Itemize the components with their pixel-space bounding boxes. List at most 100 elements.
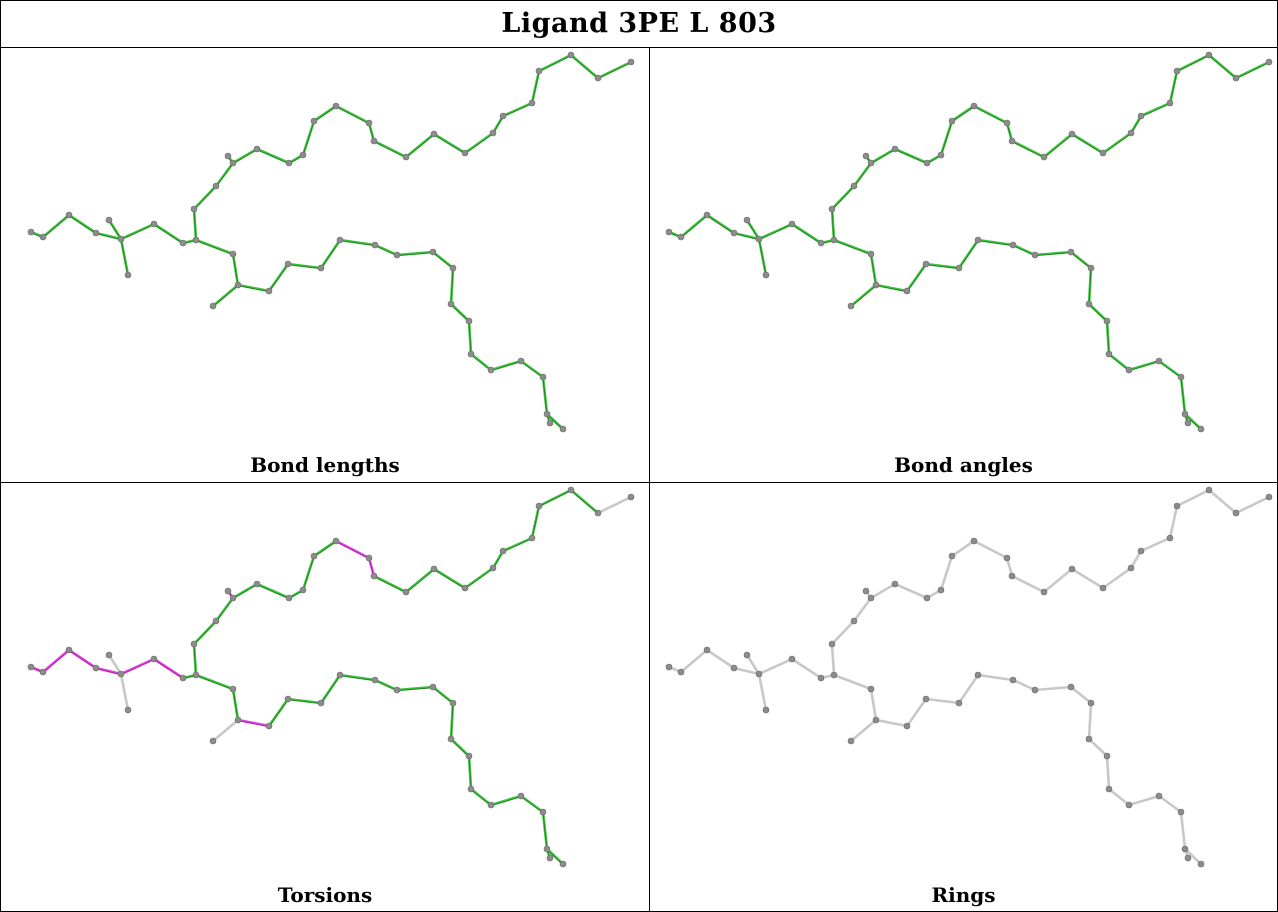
bond-shade bbox=[1180, 377, 1186, 415]
atom-node bbox=[332, 537, 340, 545]
atom-node bbox=[594, 74, 602, 82]
bond-shade bbox=[1176, 55, 1210, 72]
atom-node bbox=[517, 792, 525, 800]
molecule-diagram-rings bbox=[665, 486, 1273, 868]
bond-line bbox=[231, 147, 259, 165]
bond-line bbox=[373, 678, 399, 692]
bond-line bbox=[1070, 132, 1105, 155]
atom-node bbox=[65, 646, 73, 654]
atom-node bbox=[370, 572, 378, 580]
bond-shade bbox=[433, 569, 466, 589]
bond-shade bbox=[831, 209, 835, 241]
bond-shade bbox=[232, 149, 258, 164]
atom-node bbox=[546, 419, 554, 427]
atom-node bbox=[1155, 792, 1163, 800]
bond-shade bbox=[374, 680, 398, 691]
bond-shade bbox=[42, 215, 70, 238]
atom-node bbox=[850, 182, 858, 190]
atom-node bbox=[365, 119, 373, 127]
bond-shade bbox=[973, 106, 1008, 124]
bond-line bbox=[1179, 810, 1187, 851]
bond-line bbox=[469, 352, 493, 372]
bond-shade bbox=[120, 224, 155, 240]
atom-node bbox=[665, 663, 673, 671]
atom-node bbox=[788, 655, 796, 663]
bond-shade bbox=[256, 149, 290, 164]
atom-node bbox=[948, 117, 956, 125]
atom-node bbox=[1232, 74, 1240, 82]
atom-node bbox=[730, 229, 738, 237]
atom-node bbox=[192, 671, 200, 679]
bond-shade bbox=[374, 245, 398, 256]
bond-line bbox=[1127, 359, 1161, 372]
bond-shade bbox=[1011, 141, 1045, 158]
bond-line bbox=[1168, 504, 1179, 540]
atom-node bbox=[402, 153, 410, 161]
bond-line bbox=[449, 302, 471, 323]
bond-shade bbox=[1012, 245, 1036, 256]
atom-node bbox=[39, 233, 47, 241]
atom-node bbox=[546, 854, 554, 862]
bond-shade bbox=[1128, 361, 1160, 371]
bond-line bbox=[950, 539, 976, 558]
bond-line bbox=[790, 222, 823, 245]
bond-line bbox=[1070, 567, 1105, 590]
bond-shade bbox=[958, 240, 979, 269]
atom-node bbox=[730, 664, 738, 672]
bond-line bbox=[1101, 566, 1133, 590]
bond-line bbox=[924, 262, 961, 270]
bond-shade bbox=[193, 186, 217, 210]
bond-shade bbox=[520, 361, 544, 378]
atom-node bbox=[461, 584, 469, 592]
bond-line bbox=[231, 582, 259, 600]
bond-line bbox=[41, 213, 71, 239]
atom-node bbox=[1232, 509, 1240, 517]
bond-line bbox=[830, 619, 856, 646]
atom-node bbox=[1009, 676, 1017, 684]
bond-shade bbox=[339, 240, 376, 246]
bond-line bbox=[214, 161, 235, 188]
atom-node bbox=[499, 112, 507, 120]
atom-node bbox=[150, 220, 158, 228]
bond-shade bbox=[339, 675, 376, 681]
bond-shade bbox=[502, 103, 533, 117]
bond-line bbox=[849, 283, 878, 308]
atom-node bbox=[1003, 119, 1011, 127]
bond-shade bbox=[468, 756, 472, 790]
atom-node bbox=[229, 685, 237, 693]
bond-line bbox=[1011, 243, 1037, 257]
atom-node bbox=[1105, 350, 1113, 358]
bond-line bbox=[1105, 754, 1111, 791]
bond-shade bbox=[193, 644, 197, 676]
bond-shade bbox=[232, 689, 239, 721]
bond-shade bbox=[870, 254, 877, 286]
atom-node bbox=[299, 151, 307, 159]
bond-shade bbox=[470, 354, 492, 371]
bond-shade bbox=[396, 252, 434, 256]
atom-node bbox=[209, 302, 217, 310]
bond-line bbox=[1010, 574, 1046, 594]
bond-line bbox=[373, 243, 399, 257]
bond-shade bbox=[1034, 252, 1072, 256]
bond-shade bbox=[464, 568, 494, 589]
atom-node bbox=[299, 586, 307, 594]
bond-shade bbox=[706, 215, 735, 234]
atom-node bbox=[1105, 785, 1113, 793]
atom-node bbox=[489, 564, 497, 572]
bond-line bbox=[431, 685, 455, 705]
bond-shade bbox=[758, 224, 793, 240]
bond-shade bbox=[538, 490, 572, 507]
bond-shade bbox=[542, 377, 548, 415]
bond-line bbox=[905, 697, 928, 728]
bond-shade bbox=[680, 215, 708, 238]
bond-shade bbox=[940, 121, 953, 156]
bond-shade bbox=[405, 569, 435, 593]
bond-shade bbox=[791, 224, 822, 244]
bond-shade bbox=[302, 556, 315, 591]
bond-line bbox=[874, 283, 909, 293]
bond-shade bbox=[215, 163, 234, 187]
bond-shade bbox=[490, 361, 522, 371]
atom-node bbox=[937, 586, 945, 594]
atom-node bbox=[948, 552, 956, 560]
bond-shade bbox=[405, 134, 435, 158]
